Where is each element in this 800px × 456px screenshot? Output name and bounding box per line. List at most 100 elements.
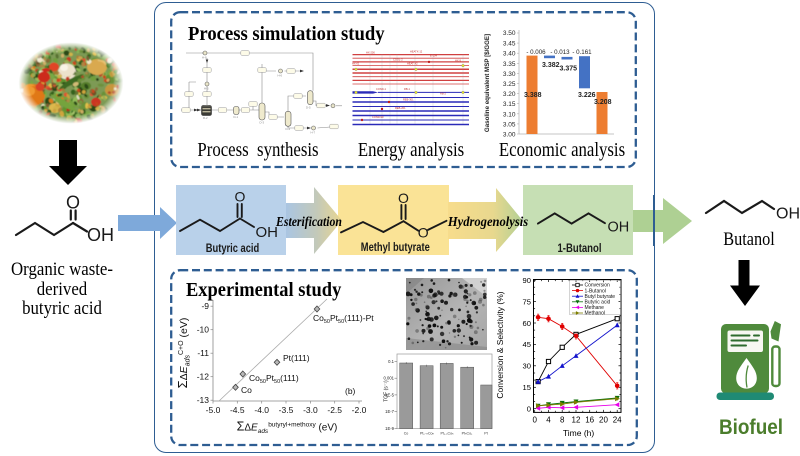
svg-text:REB-201: REB-201 <box>395 106 406 110</box>
svg-text:Pt₁₋ₕCoₕ: Pt₁₋ₕCoₕ <box>420 432 435 436</box>
svg-text:3.00: 3.00 <box>503 132 516 139</box>
svg-text:3.25: 3.25 <box>503 81 516 88</box>
svg-text:3.388: 3.388 <box>524 92 542 99</box>
svg-text:Methanol: Methanol <box>585 311 606 317</box>
svg-text:45: 45 <box>523 340 531 349</box>
svg-text:COOL-2: COOL-2 <box>393 57 403 61</box>
svg-text:HX-200: HX-200 <box>366 51 375 55</box>
svg-text:RB-1: RB-1 <box>404 87 410 91</box>
svg-text:Co50Pt50(111): Co50Pt50(111) <box>249 373 299 385</box>
svg-text:PtₕCo₁: PtₕCo₁ <box>462 432 473 436</box>
svg-text:8: 8 <box>560 416 565 425</box>
svg-text:Pt₁.₅Coₕ: Pt₁.₅Coₕ <box>440 432 454 436</box>
svg-text:E-104: E-104 <box>430 54 437 58</box>
svg-text:OH: OH <box>608 220 630 236</box>
svg-text:-5.0: -5.0 <box>206 405 221 415</box>
svg-text:3.382: 3.382 <box>542 62 560 69</box>
svg-text:-2.0: -2.0 <box>352 405 367 415</box>
svg-text:- 0.161: - 0.161 <box>572 49 592 56</box>
svg-text:Butyric acid: Butyric acid <box>206 241 260 255</box>
svg-text:(b): (b) <box>345 386 356 396</box>
svg-text:-10: -10 <box>197 325 210 335</box>
svg-text:-9: -9 <box>201 301 209 311</box>
svg-text:Co50Pt50(111)-Pt: Co50Pt50(111)-Pt <box>313 313 374 325</box>
svg-text:RB-2: RB-2 <box>440 92 446 96</box>
svg-text:Gasoline equivalent MSP [$/GGE: Gasoline equivalent MSP [$/GGE] <box>484 34 491 132</box>
svg-text:-4.0: -4.0 <box>254 405 269 415</box>
svg-text:Co: Co <box>241 385 252 395</box>
svg-text:15: 15 <box>523 383 531 392</box>
svg-text:30: 30 <box>523 362 531 371</box>
svg-text:4: 4 <box>546 416 551 425</box>
svg-text:Butyl butyrate: Butyl butyrate <box>585 294 616 300</box>
svg-text:- 0.013: - 0.013 <box>550 49 570 56</box>
svg-text:1E-5: 1E-5 <box>385 392 395 397</box>
svg-text:20: 20 <box>599 416 608 425</box>
svg-text:HEATX-12: HEATX-12 <box>410 50 423 54</box>
svg-text:Methyl butyrate: Methyl butyrate <box>361 240 430 254</box>
svg-text:OH: OH <box>87 225 114 245</box>
svg-text:Pt: Pt <box>484 432 487 436</box>
svg-text:Pt(111): Pt(111) <box>283 353 310 363</box>
svg-text:TOF (s⁻¹): TOF (s⁻¹) <box>384 380 390 402</box>
svg-text:H-5: H-5 <box>204 87 209 91</box>
svg-text:O: O <box>235 189 246 205</box>
svg-text:0.1: 0.1 <box>388 359 394 364</box>
svg-text:OH: OH <box>776 206 800 223</box>
svg-text:75: 75 <box>523 297 531 306</box>
svg-text:12: 12 <box>572 416 581 425</box>
svg-text:1-Butanol: 1-Butanol <box>585 288 606 294</box>
svg-text:COND-99: COND-99 <box>372 115 384 119</box>
svg-text:3.226: 3.226 <box>578 92 596 99</box>
svg-text:- 0.006: - 0.006 <box>526 49 546 56</box>
svg-text:ΣΔEadsbutyryl+methoxy (eV): ΣΔEadsbutyryl+methoxy (eV) <box>237 420 338 436</box>
svg-text:0.001: 0.001 <box>384 376 395 381</box>
svg-text:3.45: 3.45 <box>503 41 516 48</box>
svg-text:3.375: 3.375 <box>560 66 578 73</box>
svg-text:OH: OH <box>256 224 279 241</box>
svg-text:O: O <box>418 224 429 240</box>
svg-text:-2.5: -2.5 <box>327 405 342 415</box>
svg-text:60: 60 <box>523 319 531 328</box>
svg-text:3.20: 3.20 <box>503 91 516 98</box>
svg-text:-12: -12 <box>197 372 210 382</box>
svg-text:O: O <box>66 193 80 213</box>
svg-text:-13: -13 <box>197 395 210 405</box>
svg-text:1-Butanol: 1-Butanol <box>558 241 602 255</box>
svg-text:REB-301: REB-301 <box>403 98 414 102</box>
svg-text:-3.0: -3.0 <box>303 405 318 415</box>
svg-text:0: 0 <box>527 405 531 414</box>
svg-text:-3.5: -3.5 <box>279 405 294 415</box>
svg-text:3.208: 3.208 <box>594 99 612 106</box>
svg-text:D-5: D-5 <box>306 106 311 110</box>
svg-text:D-1: D-1 <box>234 115 239 119</box>
svg-text:H-8: H-8 <box>202 56 207 60</box>
svg-text:3.10: 3.10 <box>503 111 516 118</box>
svg-text:3.15: 3.15 <box>503 101 516 108</box>
svg-text:3.50: 3.50 <box>503 30 516 37</box>
svg-text:HX-01: HX-01 <box>352 62 360 66</box>
svg-text:D-4: D-4 <box>286 127 291 131</box>
svg-text:-4.5: -4.5 <box>230 405 245 415</box>
svg-text:1E-9: 1E-9 <box>385 426 395 431</box>
svg-text:1E-7: 1E-7 <box>385 409 395 414</box>
svg-text:HEAT-X2: HEAT-X2 <box>407 62 418 66</box>
svg-text:Methane: Methane <box>585 305 605 311</box>
svg-text:Butyric acid: Butyric acid <box>585 300 611 306</box>
svg-text:0: 0 <box>532 416 537 425</box>
svg-text:COND-1: COND-1 <box>376 87 387 91</box>
svg-text:3.40: 3.40 <box>503 51 516 58</box>
svg-text:Conversion & Selectivity (%): Conversion & Selectivity (%) <box>496 291 505 398</box>
svg-text:H-7: H-7 <box>311 131 316 135</box>
svg-text:-11: -11 <box>197 348 209 358</box>
svg-text:HX-9: HX-9 <box>455 59 461 63</box>
svg-text:R-2: R-2 <box>203 116 208 120</box>
svg-text:16: 16 <box>585 416 594 425</box>
svg-text:Time (h): Time (h) <box>563 428 594 438</box>
svg-text:D-3: D-3 <box>260 121 265 125</box>
svg-text:Co: Co <box>404 432 409 436</box>
svg-text:ΣΔEadsC+O (eV): ΣΔEadsC+O (eV) <box>175 318 192 389</box>
svg-text:3.30: 3.30 <box>503 71 516 78</box>
svg-text:O: O <box>398 190 409 206</box>
svg-text:Conversion: Conversion <box>585 283 611 289</box>
